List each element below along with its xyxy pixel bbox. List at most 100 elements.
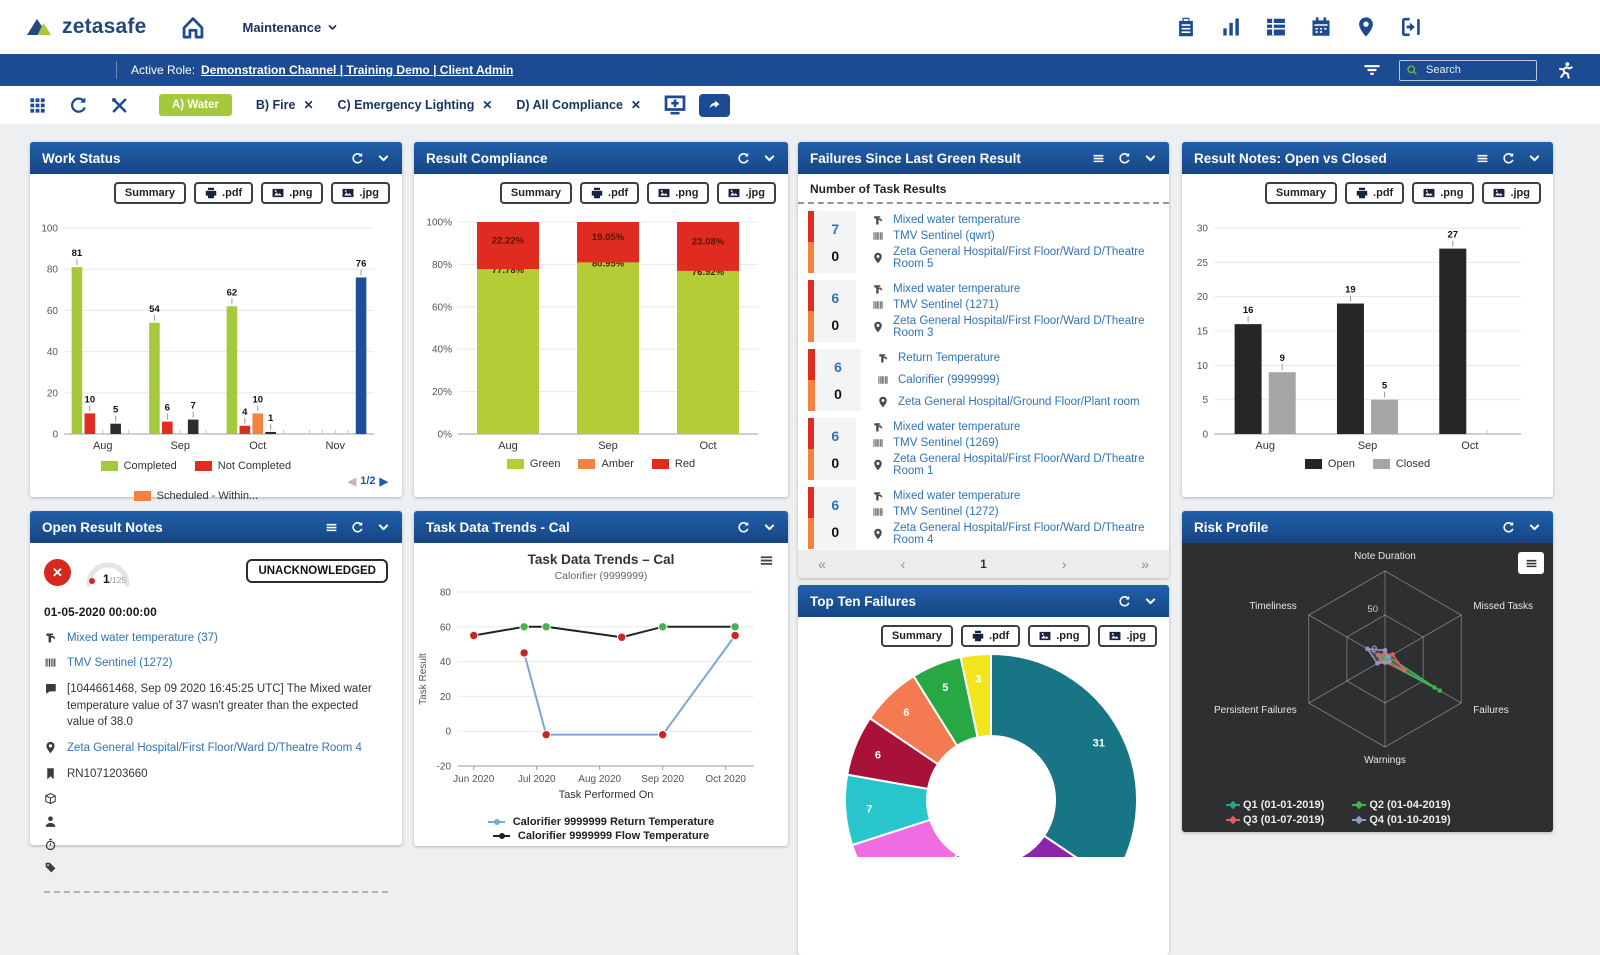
failure-location-link[interactable]: Zeta General Hospital/First Floor/Ward D… <box>893 522 1145 546</box>
legend-item[interactable]: Completed <box>100 460 177 472</box>
legend-item[interactable]: Q2 (01-04-2019) <box>1352 799 1451 811</box>
chevron-down-icon[interactable] <box>377 521 390 534</box>
location-icon[interactable] <box>1355 16 1377 38</box>
legend-item[interactable]: Q1 (01-01-2019) <box>1226 799 1324 811</box>
failure-location-link[interactable]: Zeta General Hospital/Ground Floor/Plant… <box>898 396 1140 408</box>
summary-button[interactable]: Summary <box>880 625 954 647</box>
chevron-down-icon[interactable] <box>763 521 776 534</box>
chevron-down-icon[interactable] <box>377 152 390 165</box>
refresh-icon[interactable] <box>1502 152 1515 165</box>
export-jpg-button[interactable]: .jpg <box>1482 182 1541 204</box>
note-asset-link[interactable]: TMV Sentinel (1272) <box>67 657 173 670</box>
legend-item[interactable]: Scheduled - Within... <box>133 490 258 502</box>
failure-asset-link[interactable]: TMV Sentinel (1269) <box>893 437 999 449</box>
refresh-icon[interactable] <box>351 152 364 165</box>
chevron-down-icon[interactable] <box>1144 152 1157 165</box>
failure-asset-link[interactable]: TMV Sentinel (qwrt) <box>893 230 995 242</box>
failure-asset-link[interactable]: TMV Sentinel (1272) <box>893 506 999 518</box>
legend-item[interactable]: Amber <box>578 458 634 470</box>
grid-icon[interactable] <box>28 96 47 115</box>
failure-task-link[interactable]: Mixed water temperature <box>893 214 1021 226</box>
home-icon[interactable] <box>180 14 206 40</box>
menu-icon[interactable] <box>325 521 338 534</box>
note-location-link[interactable]: Zeta General Hospital/First Floor/Ward D… <box>67 741 362 754</box>
failure-location-link[interactable]: Zeta General Hospital/First Floor/Ward D… <box>893 246 1145 270</box>
failure-location-link[interactable]: Zeta General Hospital/First Floor/Ward D… <box>893 453 1145 477</box>
failure-task-link[interactable]: Mixed water temperature <box>893 421 1021 433</box>
chart-menu-icon[interactable] <box>1518 552 1544 574</box>
red-count[interactable]: 6 <box>831 289 840 306</box>
close-icon[interactable] <box>482 98 492 112</box>
failure-task-link[interactable]: Mixed water temperature <box>893 490 1021 502</box>
bar-chart-icon[interactable] <box>1220 16 1242 38</box>
export-png-button[interactable]: .png <box>1412 182 1475 204</box>
failure-asset-link[interactable]: TMV Sentinel (1271) <box>893 299 999 311</box>
legend-item[interactable]: Green <box>506 458 560 470</box>
red-count[interactable]: 6 <box>834 358 842 375</box>
chevron-down-icon[interactable] <box>763 152 776 165</box>
export-jpg-button[interactable]: .jpg <box>1098 625 1157 647</box>
summary-button[interactable]: Summary <box>113 182 187 204</box>
export-png-button[interactable]: .png <box>261 182 324 204</box>
failure-task-link[interactable]: Return Temperature <box>898 352 1001 364</box>
note-task-link[interactable]: Mixed water temperature (37) <box>67 631 218 644</box>
legend-item[interactable]: Not Completed <box>194 460 291 472</box>
refresh-icon[interactable] <box>737 152 750 165</box>
red-count[interactable]: 6 <box>831 496 840 513</box>
calendar-icon[interactable] <box>1310 16 1332 38</box>
sign-out-icon[interactable] <box>1400 16 1422 38</box>
zetasafe-logo[interactable]: zetasafe <box>26 15 146 39</box>
chevron-down-icon[interactable] <box>1528 521 1541 534</box>
tab-b-fire[interactable]: B) Fire <box>256 98 314 112</box>
legend-item[interactable]: Closed <box>1372 458 1430 470</box>
refresh-icon[interactable] <box>1118 152 1131 165</box>
menu-icon[interactable] <box>1476 152 1489 165</box>
refresh-icon[interactable] <box>1502 521 1515 534</box>
export-jpg-button[interactable]: .jpg <box>331 182 390 204</box>
tab-c-emergency-lighting[interactable]: C) Emergency Lighting <box>338 98 493 112</box>
legend-item[interactable]: Calorifier 9999999 Flow Temperature <box>492 830 709 842</box>
legend-item[interactable]: Q4 (01-10-2019) <box>1352 814 1451 826</box>
summary-button[interactable]: Summary <box>1264 182 1338 204</box>
legend-item[interactable]: Red <box>651 458 695 470</box>
export-jpg-button[interactable]: .jpg <box>717 182 776 204</box>
legend-item[interactable]: Open <box>1304 458 1355 470</box>
summary-button[interactable]: Summary <box>499 182 573 204</box>
running-person-icon[interactable] <box>1555 61 1574 80</box>
legend-next-icon[interactable] <box>380 475 388 488</box>
legend-item[interactable]: Calorifier 9999999 Return Temperature <box>487 816 714 828</box>
prev-page-button[interactable]: ‹ <box>900 556 906 572</box>
next-page-button[interactable]: › <box>1061 556 1067 572</box>
chevron-down-icon[interactable] <box>1528 152 1541 165</box>
chevron-down-icon[interactable] <box>1144 595 1157 608</box>
export-png-button[interactable]: .png <box>1028 625 1091 647</box>
legend-item[interactable]: Q3 (01-07-2019) <box>1226 814 1324 826</box>
first-page-button[interactable]: « <box>818 556 826 572</box>
search-input[interactable] <box>1424 63 1524 77</box>
close-icon[interactable] <box>631 98 641 112</box>
tools-icon[interactable] <box>110 96 129 115</box>
active-role-link[interactable]: Demonstration Channel | Training Demo | … <box>201 63 514 77</box>
refresh-icon[interactable] <box>1118 595 1131 608</box>
export-pdf-button[interactable]: .pdf <box>1345 182 1405 204</box>
failure-asset-link[interactable]: Calorifier (9999999) <box>898 374 1000 386</box>
tab-d-all-compliance[interactable]: D) All Compliance <box>516 98 641 112</box>
add-dashboard-icon[interactable] <box>663 93 687 117</box>
refresh-icon[interactable] <box>737 521 750 534</box>
clipboard-icon[interactable] <box>1175 16 1197 38</box>
last-page-button[interactable]: » <box>1141 556 1149 572</box>
red-count[interactable]: 6 <box>831 427 840 444</box>
legend-prev-icon[interactable] <box>348 475 356 488</box>
failure-location-link[interactable]: Zeta General Hospital/First Floor/Ward D… <box>893 315 1145 339</box>
export-pdf-button[interactable]: .pdf <box>961 625 1021 647</box>
export-pdf-button[interactable]: .pdf <box>580 182 640 204</box>
failure-task-link[interactable]: Mixed water temperature <box>893 283 1021 295</box>
filter-icon[interactable] <box>1363 61 1381 79</box>
red-count[interactable]: 7 <box>831 220 840 237</box>
refresh-icon[interactable] <box>69 96 88 115</box>
maintenance-menu[interactable]: Maintenance <box>242 20 338 35</box>
menu-icon[interactable] <box>1092 152 1105 165</box>
export-pdf-button[interactable]: .pdf <box>194 182 254 204</box>
refresh-icon[interactable] <box>351 521 364 534</box>
search-box[interactable] <box>1399 59 1537 81</box>
